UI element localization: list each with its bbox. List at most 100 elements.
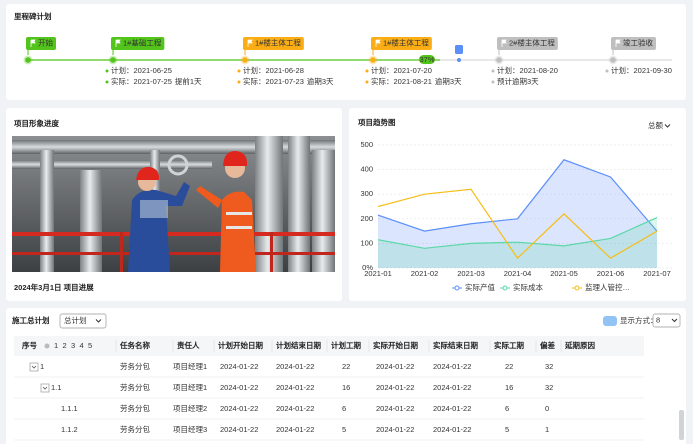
milestone-plan: 计划：2021-09-30 [611,65,672,75]
cell-plan-end: 2024-01-22 [276,425,314,434]
milestone-status: 逾期3天 [435,76,462,86]
cell-plan-days: 16 [342,383,350,392]
milestone-plan: 计划：2021-08-20 [497,65,558,75]
milestone-node [25,57,31,63]
series-area [378,217,657,268]
level-button[interactable]: 2 [63,341,67,350]
column-header: 计划工期 [331,340,361,350]
column-header: 实际结束日期 [433,340,478,350]
milestone-node [242,57,248,63]
column-header: 任务名称 [119,340,150,350]
chart-panel [349,108,686,301]
flag-bg [497,37,558,50]
bullet [237,69,241,73]
x-tick-label: 2021-01 [364,269,392,278]
expand-toggle[interactable] [40,383,50,393]
milestone-flag: 开始 [26,37,56,50]
toggle-arrow [31,365,37,369]
flag-bg [611,37,656,50]
column-header: 实际开始日期 [373,340,418,350]
cell-deviation: 1 [545,425,549,434]
milestone-plan: 计划：2021-06-28 [243,65,304,75]
today-marker [455,45,463,54]
cell-plan-days: 6 [342,404,346,413]
select-arrow [95,319,102,323]
bullet [365,80,369,84]
cell-plan-days: 5 [342,425,346,434]
level-button[interactable]: 1 [54,341,58,350]
milestone-actual: 实际：2021-07-25 [111,76,172,86]
legend-label: 实际产值 [465,282,495,292]
cell-actual-end: 2024-01-22 [433,404,471,413]
column-header: 延期原因 [564,340,595,350]
plan-select[interactable] [59,313,107,329]
expand-toggle[interactable] [29,362,39,372]
scrollbar [679,410,684,440]
column-header: 计划开始日期 [218,340,263,350]
cell-deviation: 32 [545,383,553,392]
series-area [378,159,657,268]
cell-actual-start: 2024-01-22 [376,362,414,371]
row-id: 1 [40,362,44,371]
milestone-label: 2#楼主体工程 [509,37,555,47]
display-select[interactable] [652,313,681,328]
chart-title: 项目趋势图 [358,117,396,127]
cell-deviation: 0 [545,404,549,413]
milestone-flag: 2#楼主体工程 [497,37,558,50]
level-button[interactable]: 3 [71,341,75,350]
legend-label: 监理人管控… [585,282,630,292]
level-button[interactable]: 4 [80,341,84,350]
flag-icon [247,39,253,47]
series-line [377,159,658,232]
milestone-actual: 实际：2021-07-23 [243,76,304,86]
bullet [491,69,495,73]
milestone-actual: 实际：2021-08-21 [371,76,432,86]
cell-plan-start: 2024-01-22 [220,362,258,371]
display-label: 显示方式： [620,315,658,325]
y-tick-label: 300 [360,189,373,198]
level-button[interactable]: 5 [88,341,92,350]
cell-plan-days: 22 [342,362,350,371]
x-tick-label: 2021-04 [504,269,532,278]
milestone-node [110,57,116,63]
milestone-flag: 1#楼主体工程 [243,37,304,50]
cell-actual-end: 2024-01-22 [433,383,471,392]
cell-plan-start: 2024-01-22 [220,404,258,413]
plan-select-value: 总计划 [64,315,87,325]
panel-title: 施工总计划 [12,315,50,325]
x-tick-label: 2021-06 [597,269,625,278]
series-line [377,188,658,260]
x-tick-label: 2021-07 [643,269,671,278]
flag-bg [243,37,304,50]
milestone-label: 竣工验收 [623,37,653,47]
table-header [14,336,644,356]
legend-swatch [502,285,508,291]
cell-actual-days: 6 [505,404,509,413]
milestone-node [610,57,616,63]
column-header: 责任人 [177,340,200,350]
cell-task: 劳务分包 [120,382,150,392]
milestone-panel [6,4,686,100]
milestone-flag: 竣工验收 [611,37,656,50]
image-caption: 2024年3月1日 项目进展 [14,282,94,292]
today-dot [457,58,461,62]
cell-owner: 项目经理1 [173,361,207,371]
cell-actual-start: 2024-01-22 [376,404,414,413]
bullet [605,69,609,73]
flag-icon [615,39,621,47]
milestone-label: 1#基础工程 [123,37,162,47]
cell-deviation: 32 [545,362,553,371]
milestone-status: 逾期3天 [307,76,334,86]
legend-swatch [574,285,580,291]
milestone-flag: 1#楼主体工程 [371,37,432,50]
table-panel [6,308,686,444]
cell-actual-end: 2024-01-22 [433,362,471,371]
project-photo [12,136,335,272]
milestone-plan: 计划：2021-06-25 [111,65,172,75]
cell-plan-end: 2024-01-22 [276,404,314,413]
bullet [105,69,109,73]
bullet [237,80,241,84]
cell-owner: 项目经理1 [173,382,207,392]
milestone-node [370,57,376,63]
